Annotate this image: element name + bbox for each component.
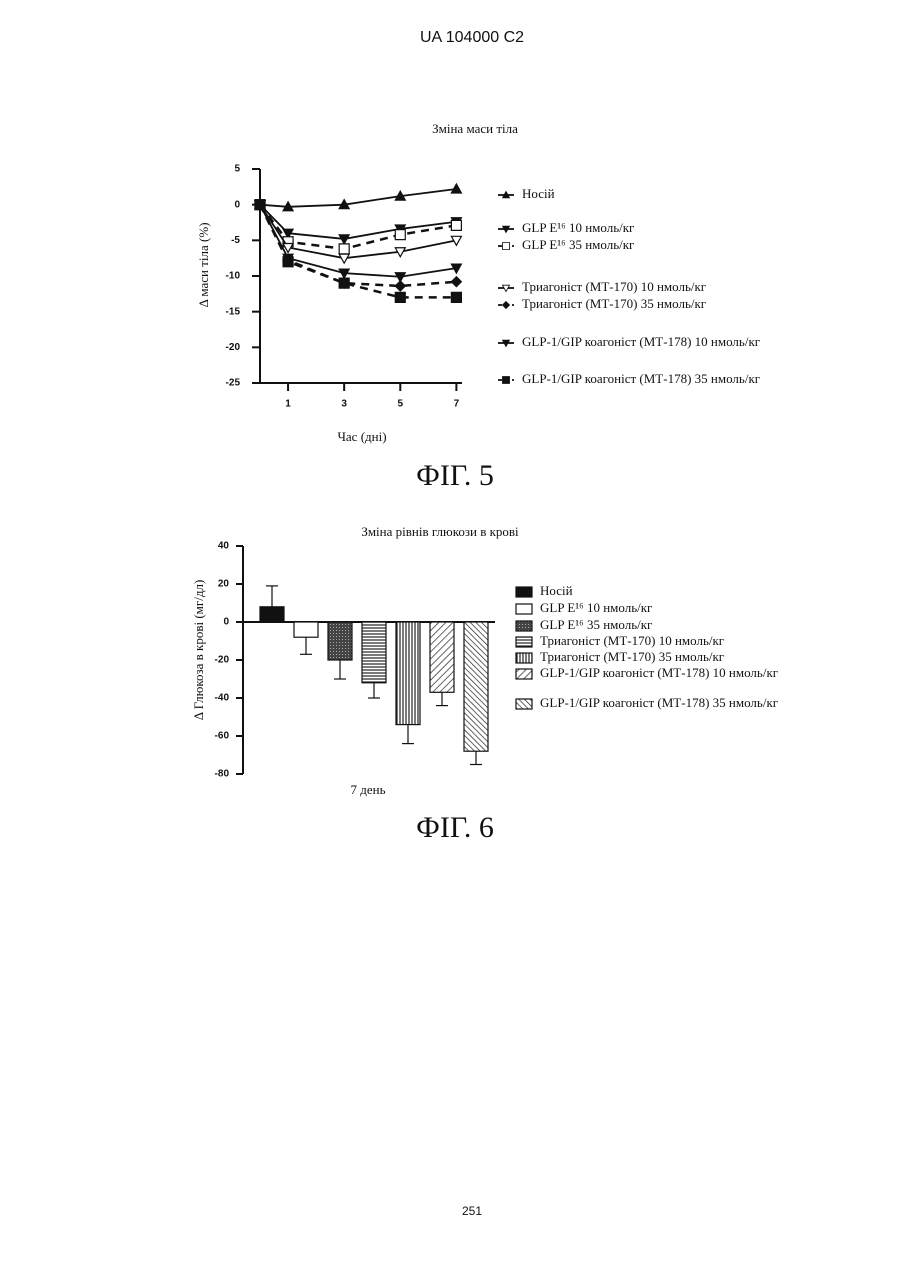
page: UA 104000 C2 251 Зміна маси тіла Δ маси т… bbox=[0, 0, 901, 1273]
y-tick-label: -20 bbox=[215, 655, 230, 666]
header: UA 104000 C2 bbox=[420, 29, 524, 46]
legend-label: Триагоніст (МТ-170) 10 нмоль/кг bbox=[522, 279, 706, 294]
y-tick-label: -40 bbox=[215, 693, 230, 704]
y-tick-label: 20 bbox=[218, 579, 230, 590]
legend-swatch bbox=[516, 637, 532, 647]
marker bbox=[503, 302, 510, 309]
chart-title: Зміна маси тіла bbox=[432, 121, 518, 136]
y-tick-label: 5 bbox=[234, 164, 240, 175]
legend-label: Триагоніст (МТ-170) 35 нмоль/кг bbox=[540, 649, 724, 664]
legend-label: GLP E¹⁶ 10 нмоль/кг bbox=[522, 220, 634, 235]
marker bbox=[283, 257, 293, 267]
marker bbox=[255, 200, 265, 210]
legend-label: GLP-1/GIP коагоніст (МТ-178) 35 нмоль/кг bbox=[522, 371, 760, 386]
x-tick-label: 1 bbox=[285, 399, 291, 410]
y-axis-label: Δ маси тіла (%) bbox=[196, 222, 211, 307]
marker bbox=[339, 244, 349, 254]
legend-label: GLP-1/GIP коагоніст (МТ-178) 35 нмоль/кг bbox=[540, 695, 778, 710]
y-tick-label: 0 bbox=[234, 199, 240, 210]
y-tick-label: 0 bbox=[223, 617, 229, 628]
legend-swatch bbox=[516, 621, 532, 631]
figure-caption: ФІГ. 5 bbox=[416, 459, 494, 492]
x-tick-label: 7 bbox=[454, 399, 460, 410]
marker bbox=[395, 292, 405, 302]
bar bbox=[260, 607, 284, 622]
marker bbox=[503, 377, 510, 384]
x-tick-label: 7 день bbox=[350, 782, 385, 797]
x-tick-label: 5 bbox=[397, 399, 403, 410]
y-tick-label: -10 bbox=[226, 271, 241, 282]
x-tick-label: 3 bbox=[341, 399, 347, 410]
y-tick-label: -20 bbox=[226, 342, 241, 353]
marker bbox=[451, 277, 461, 287]
legend-label: GLP E¹⁶ 10 нмоль/кг bbox=[540, 600, 652, 615]
bar bbox=[464, 622, 488, 751]
marker bbox=[395, 230, 405, 240]
legend-label: GLP E¹⁶ 35 нмоль/кг bbox=[522, 237, 634, 252]
bar bbox=[294, 622, 318, 637]
legend-swatch bbox=[516, 653, 532, 663]
y-tick-label: -25 bbox=[226, 378, 241, 389]
chart-title: Зміна рівнів глюкози в крові bbox=[361, 524, 519, 539]
legend-swatch bbox=[516, 669, 532, 679]
marker bbox=[451, 220, 461, 230]
legend-label: Триагоніст (МТ-170) 35 нмоль/кг bbox=[522, 296, 706, 311]
legend-label: GLP E¹⁶ 35 нмоль/кг bbox=[540, 617, 652, 632]
page-number: 251 bbox=[462, 1204, 482, 1218]
marker bbox=[339, 278, 349, 288]
y-tick-label: 40 bbox=[218, 541, 230, 552]
legend-swatch bbox=[516, 699, 532, 709]
marker bbox=[503, 243, 510, 250]
figure-caption: ФІГ. 6 bbox=[416, 811, 494, 844]
marker bbox=[451, 292, 461, 302]
y-tick-label: -60 bbox=[215, 731, 230, 742]
legend-label: Триагоніст (МТ-170) 10 нмоль/кг bbox=[540, 633, 724, 648]
legend-swatch bbox=[516, 604, 532, 614]
bar bbox=[430, 622, 454, 692]
legend-label: GLP-1/GIP коагоніст (МТ-178) 10 нмоль/кг bbox=[540, 665, 778, 680]
y-axis-label: Δ Глюкоза в крові (мг/дл) bbox=[191, 580, 206, 721]
legend-label: Носій bbox=[540, 583, 573, 598]
legend-label: Носій bbox=[522, 186, 555, 201]
y-tick-label: -15 bbox=[226, 306, 241, 317]
y-tick-label: -80 bbox=[215, 769, 230, 780]
legend-swatch bbox=[516, 587, 532, 597]
marker bbox=[451, 184, 461, 193]
document: UA 104000 C2 251 Зміна маси тіла Δ маси т… bbox=[0, 0, 901, 1273]
x-axis-label: Час (дні) bbox=[337, 429, 386, 444]
bar bbox=[328, 622, 352, 660]
y-tick-label: -5 bbox=[231, 235, 240, 246]
legend-label: GLP-1/GIP коагоніст (МТ-178) 10 нмоль/кг bbox=[522, 334, 760, 349]
bar bbox=[396, 622, 420, 725]
bar bbox=[362, 622, 386, 683]
